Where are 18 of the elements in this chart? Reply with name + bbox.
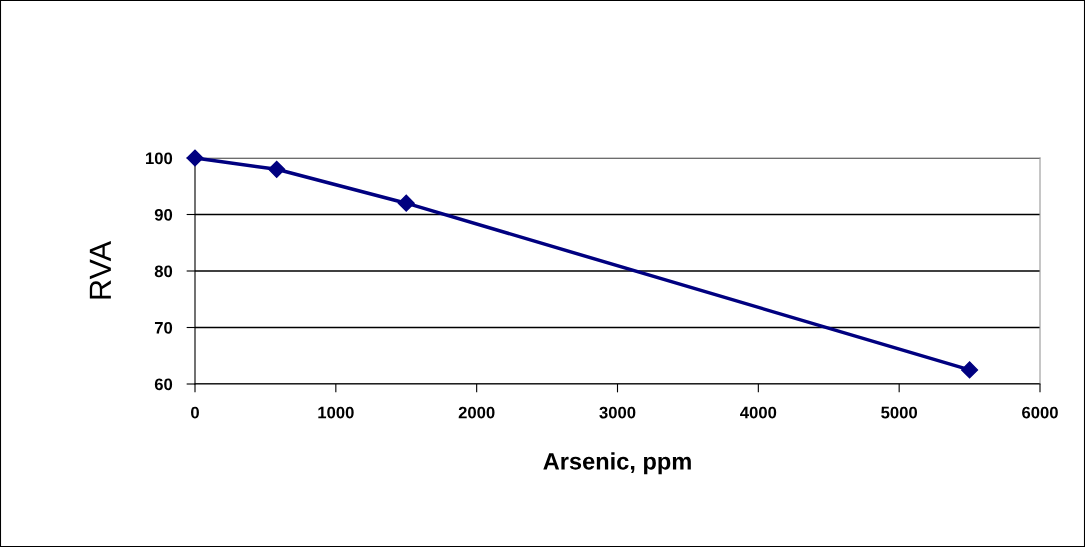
point <box>961 361 979 379</box>
y-tick-label: 70 <box>154 321 173 334</box>
y-tick-label: 90 <box>154 208 173 221</box>
point <box>268 160 286 178</box>
x-tick-label: 4000 <box>740 406 777 419</box>
x-tick-label: 3000 <box>599 406 636 419</box>
y-axis-title: RVA <box>89 241 111 299</box>
point <box>397 194 415 212</box>
y-tick-label: 60 <box>154 378 173 391</box>
x-tick-label: 0 <box>191 406 199 419</box>
x-tick-label: 1000 <box>318 406 354 419</box>
point <box>186 149 204 167</box>
y-tick-label: 100 <box>146 152 173 165</box>
x-tick-label: 6000 <box>1022 406 1058 419</box>
x-axis-title: Arsenic, ppm <box>543 452 691 475</box>
x-tick-label: 2000 <box>458 406 495 419</box>
y-tick-label: 80 <box>154 265 173 278</box>
x-tick-label: 5000 <box>881 406 918 419</box>
